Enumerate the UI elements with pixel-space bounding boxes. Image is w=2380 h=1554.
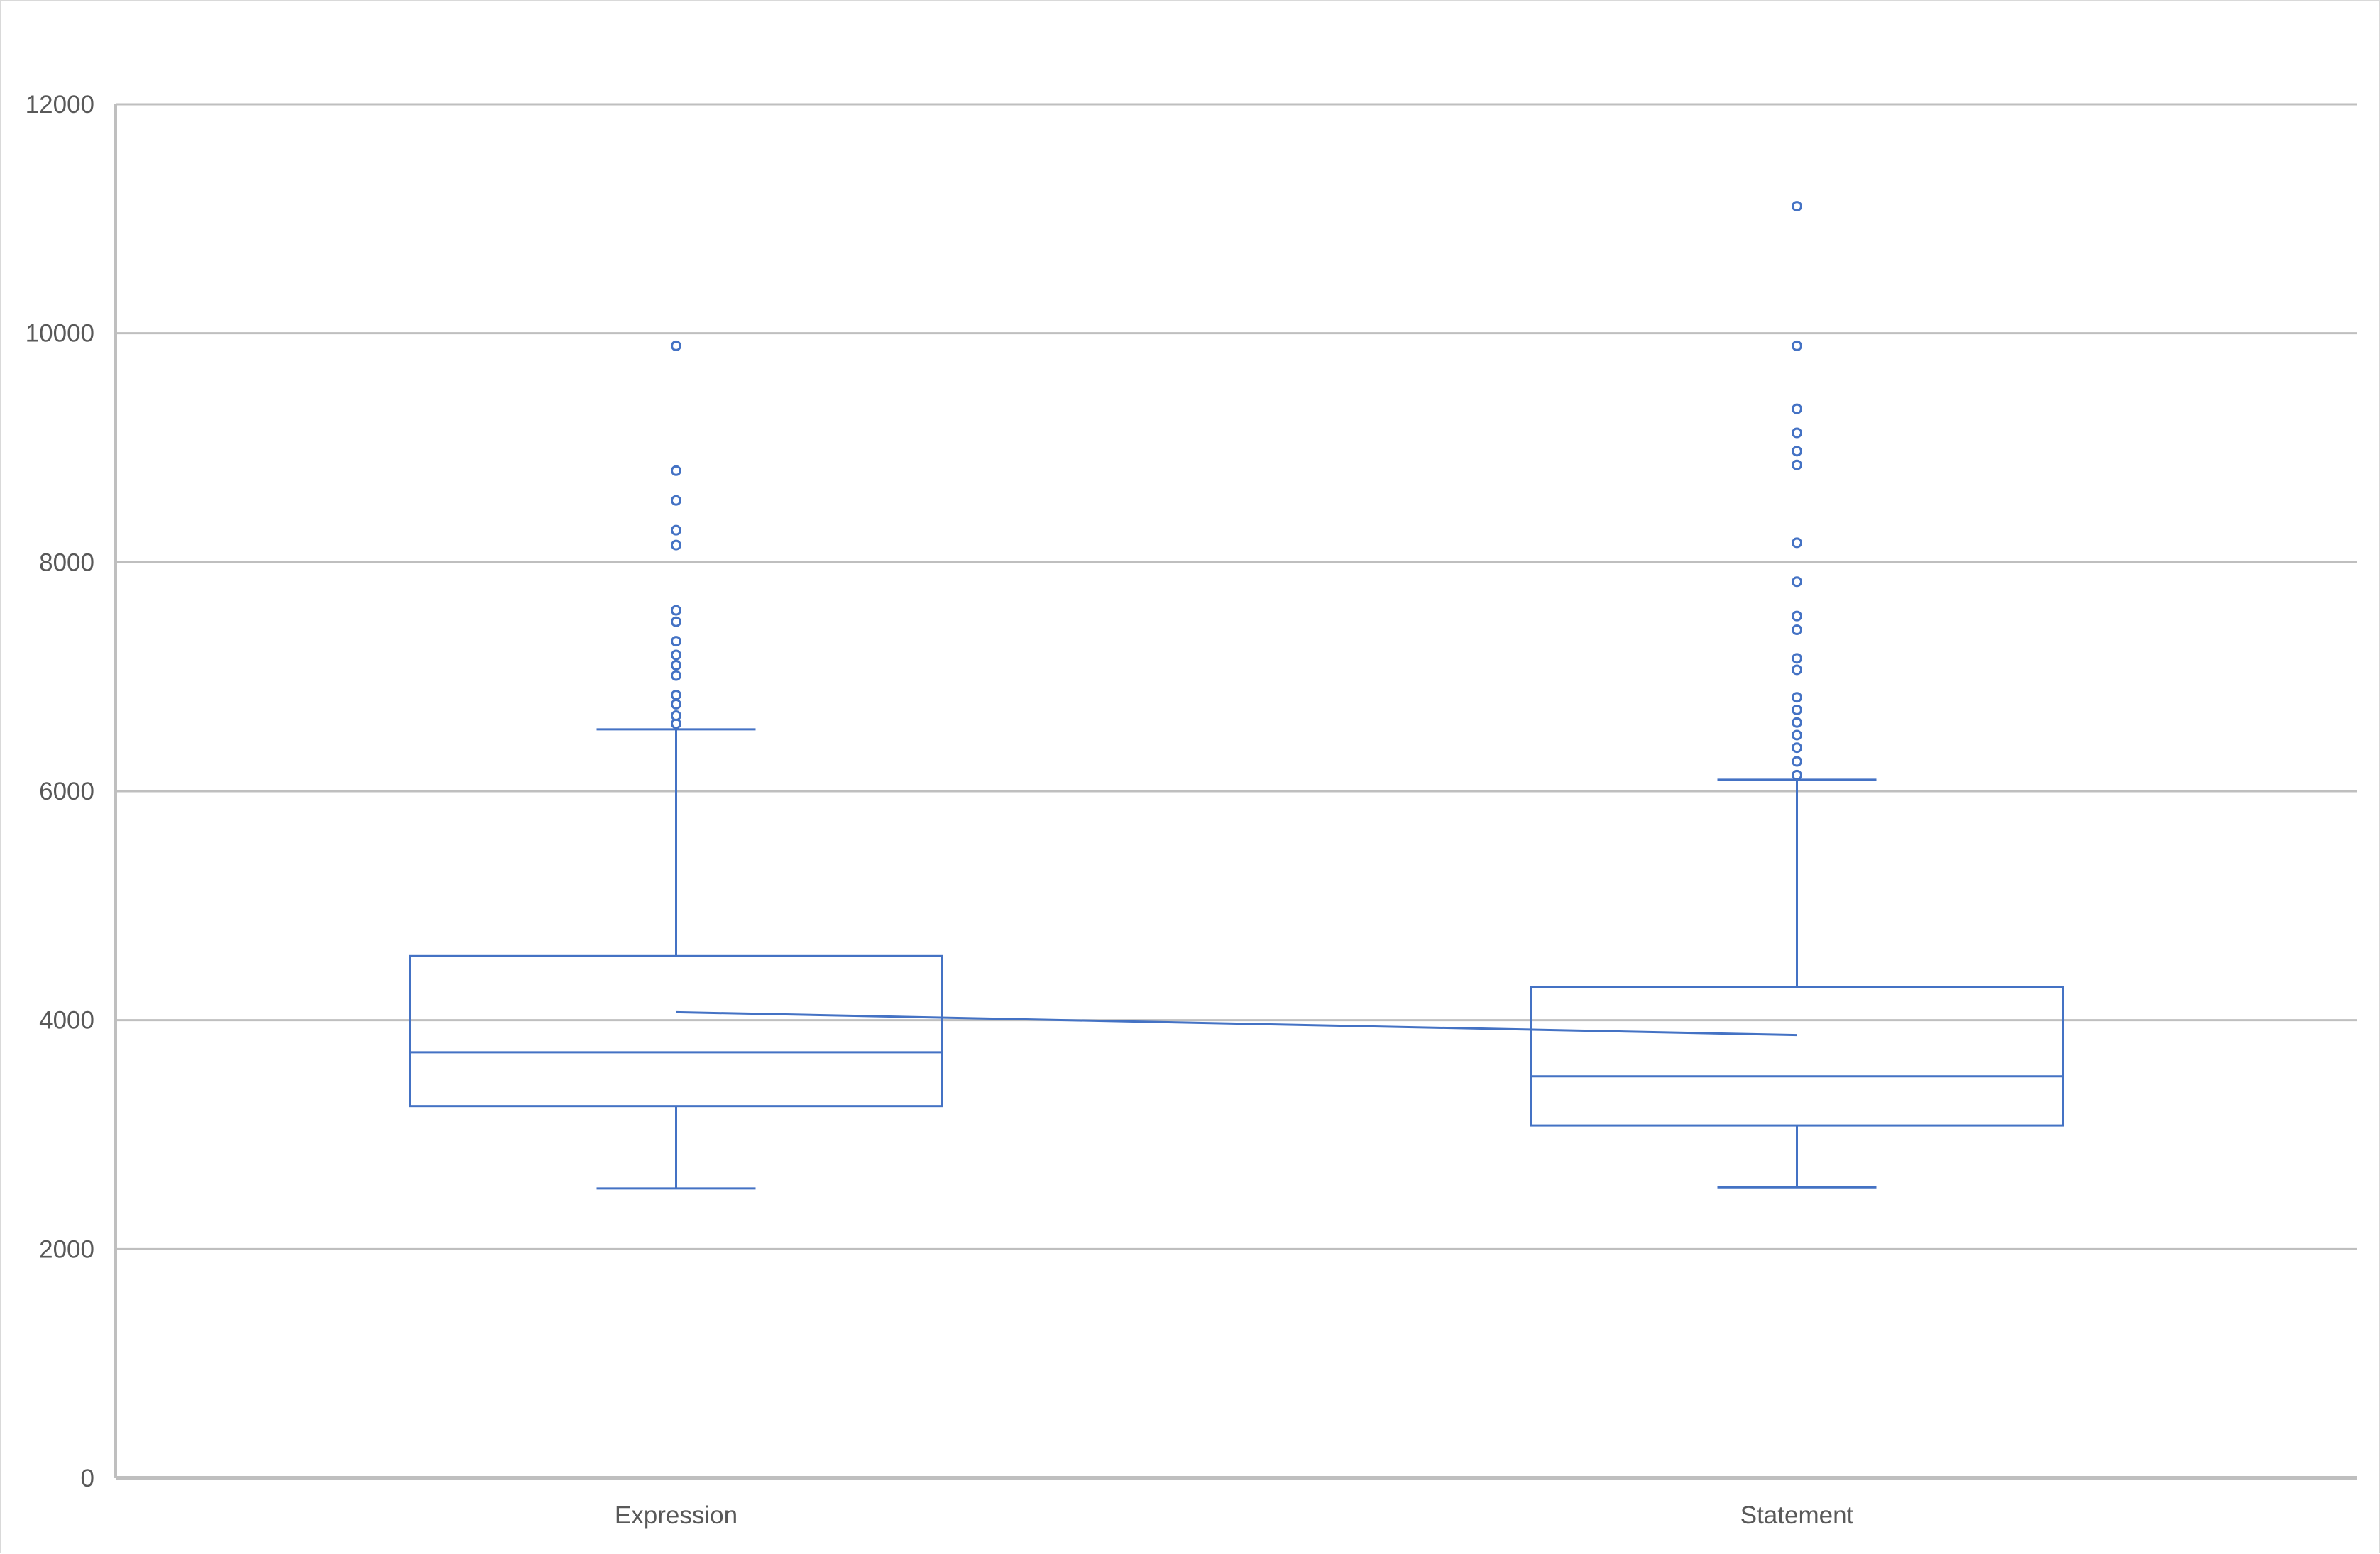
box-series [409,728,2064,1190]
outlier-point [1792,610,1802,622]
outlier-point [671,465,681,476]
box-expression [409,728,943,1190]
outlier-point [1792,403,1802,414]
y-tick-label: 0 [81,1465,94,1492]
outlier-point [1792,692,1802,703]
outlier-point [671,670,681,681]
axes [114,104,2357,1480]
outlier-point [671,660,681,671]
outlier-point [671,616,681,627]
outlier-point [1792,201,1802,212]
outlier-point [1792,427,1802,439]
outlier-point [671,689,681,700]
outlier-point [1792,769,1802,781]
outlier-point [1792,446,1802,457]
gridlines [116,103,2357,1250]
y-tick-label: 2000 [39,1235,94,1263]
y-tick-label: 6000 [39,778,94,805]
outlier-point [1792,576,1802,588]
iqr-box [409,954,943,1108]
y-tick-label: 4000 [39,1007,94,1035]
y-tick-label: 8000 [39,549,94,576]
y-axis-tick-labels: 0 2000 4000 6000 8000 10000 12000 [26,91,94,1492]
outlier-point [671,495,681,506]
x-category-label: Expression [615,1501,737,1529]
outlier-point [1792,459,1802,470]
outlier-point [671,605,681,616]
outlier-point [671,524,681,536]
outlier-point [1792,756,1802,767]
outlier-point [1792,704,1802,715]
y-tick-label: 10000 [26,320,94,348]
outlier-point [671,340,681,351]
outlier-point [1792,664,1802,676]
outlier-point [1792,537,1802,549]
outlier-points [671,201,1802,781]
outlier-point [671,698,681,710]
outlier-point [1792,742,1802,754]
outlier-point [1792,653,1802,664]
outlier-point [671,539,681,551]
x-axis-category-labels: Expression Statement [615,1501,1854,1529]
outlier-point [671,636,681,647]
outlier-point [1792,729,1802,741]
outlier-point [1792,340,1802,351]
box-statement [1530,778,2064,1189]
outlier-point [671,710,681,722]
mean-line-layer [676,1010,1797,1037]
outlier-point [1792,717,1802,728]
outlier-point [1792,624,1802,636]
x-category-label: Statement [1740,1501,1854,1529]
mean-line [676,1010,1797,1037]
outlier-point [671,649,681,661]
y-tick-label: 12000 [26,91,94,119]
iqr-box [1530,986,2064,1127]
